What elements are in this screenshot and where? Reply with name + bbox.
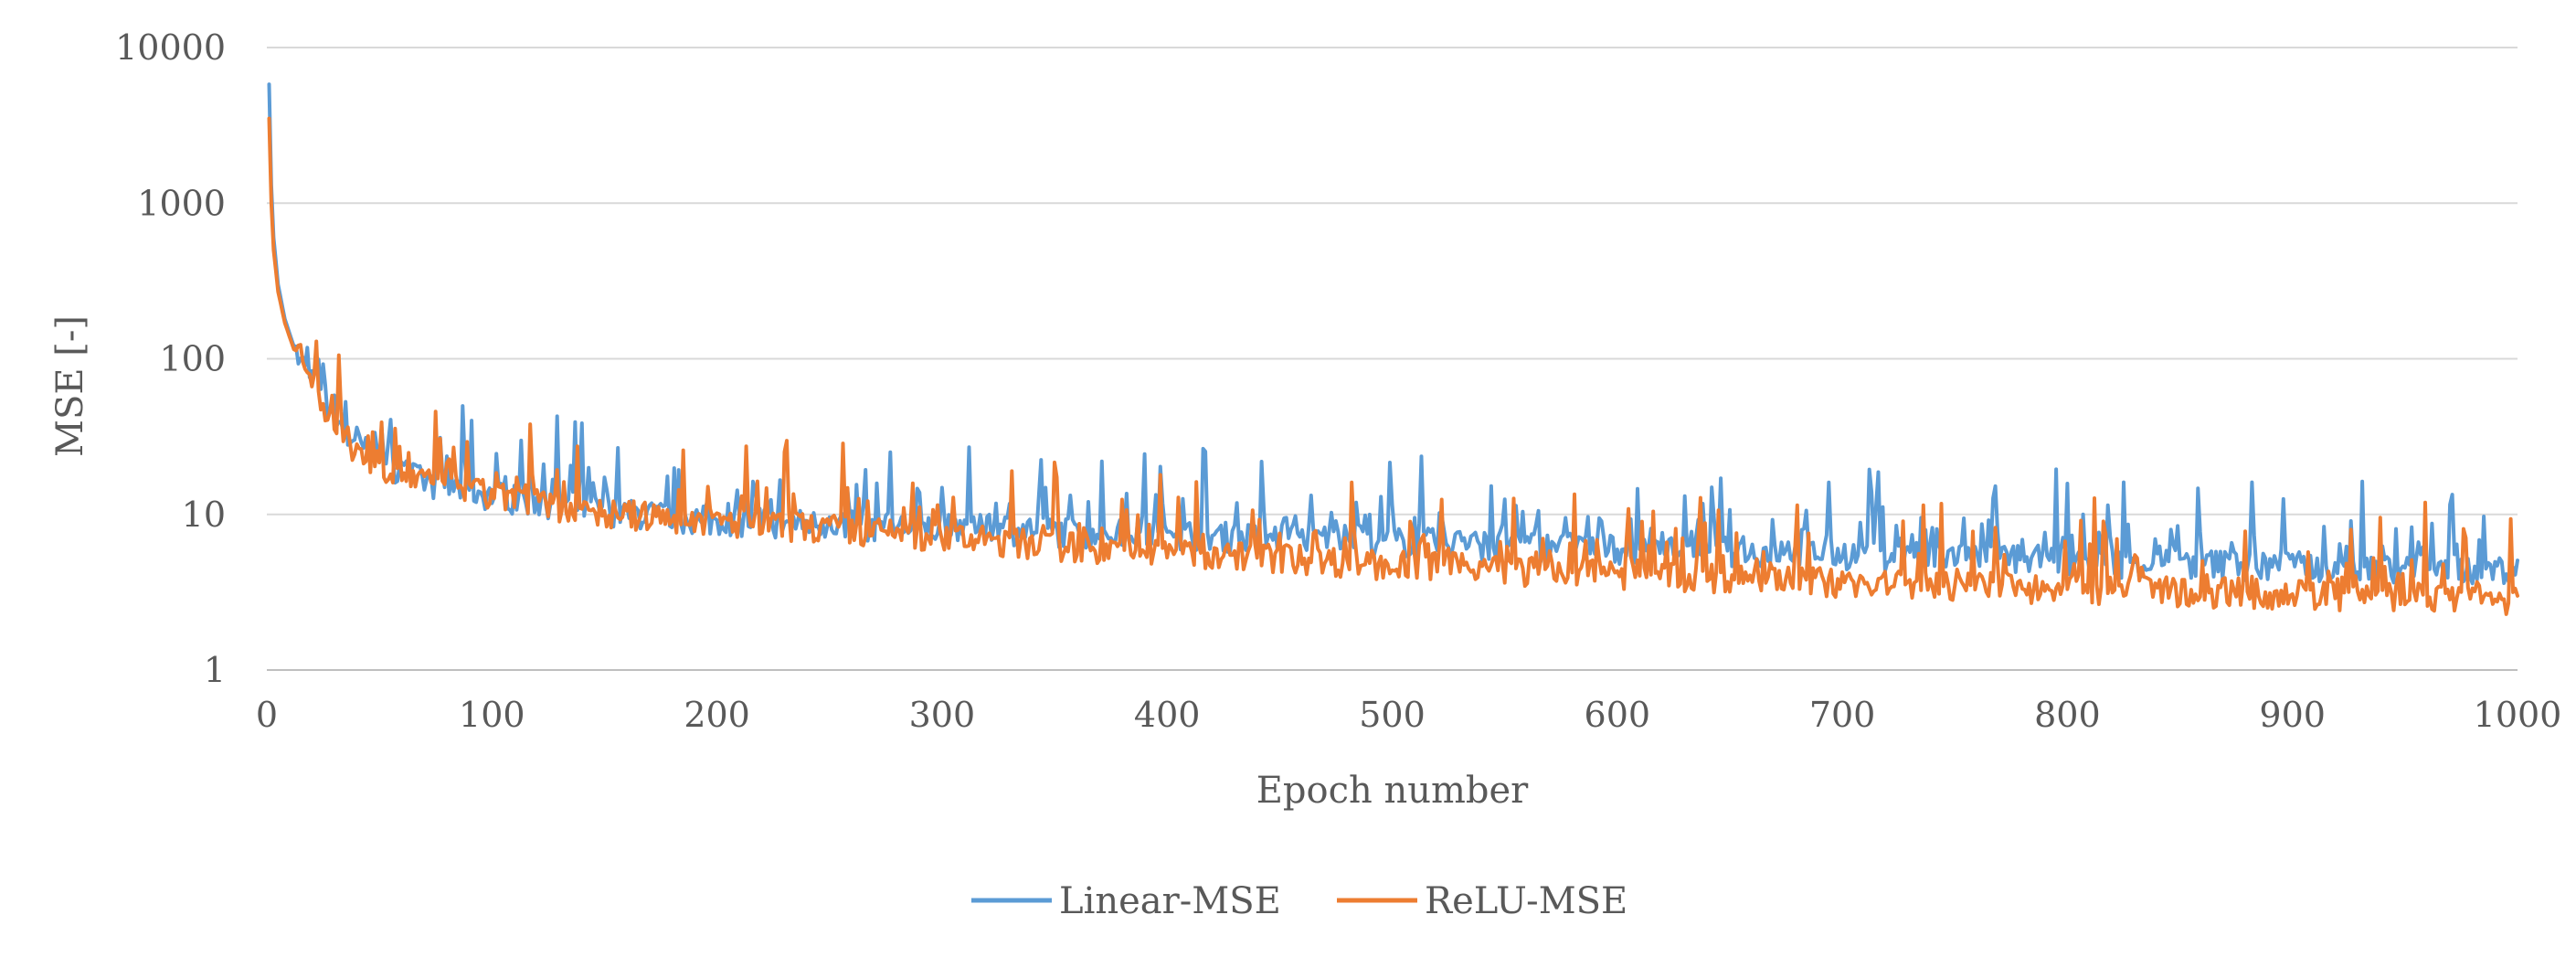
series-lines [267,82,2519,616]
y-tick-label: 1 [204,650,226,690]
x-tick-label: 800 [2034,695,2101,735]
y-tick-label: 10000 [115,27,226,68]
x-tick-label: 300 [909,695,976,735]
x-tick-label: 200 [684,695,750,735]
x-tick-label: 100 [459,695,525,735]
x-tick-label: 900 [2259,695,2326,735]
y-tick-label: 10 [182,495,226,535]
x-tick-label: 0 [256,695,278,735]
series-line-linear-mse [267,82,2519,586]
x-tick-label: 400 [1134,695,1201,735]
x-tick-label: 500 [1359,695,1426,735]
x-tick-label: 600 [1585,695,1651,735]
y-tick-label: 1000 [137,183,226,223]
legend[interactable]: Linear-MSE ReLU-MSE [971,880,1627,922]
gridlines [267,47,2518,516]
x-axis-title: Epoch number [1256,770,1529,812]
legend-item-linear-mse[interactable]: Linear-MSE [971,880,1281,922]
y-tick-label: 100 [159,339,226,379]
legend-label: ReLU-MSE [1425,880,1627,922]
x-axis-ticks: 0 100 200 300 400 500 600 700 800 900 1000 [256,695,2561,735]
x-tick-label: 700 [1809,695,1876,735]
x-tick-label: 1000 [2474,695,2562,735]
y-axis-title: MSE [-] [49,315,91,457]
legend-label: Linear-MSE [1059,880,1281,922]
series-line-relu-mse [267,116,2519,616]
y-axis-ticks: 1 10 100 1000 10000 [115,27,226,690]
legend-item-relu-mse[interactable]: ReLU-MSE [1337,880,1627,922]
